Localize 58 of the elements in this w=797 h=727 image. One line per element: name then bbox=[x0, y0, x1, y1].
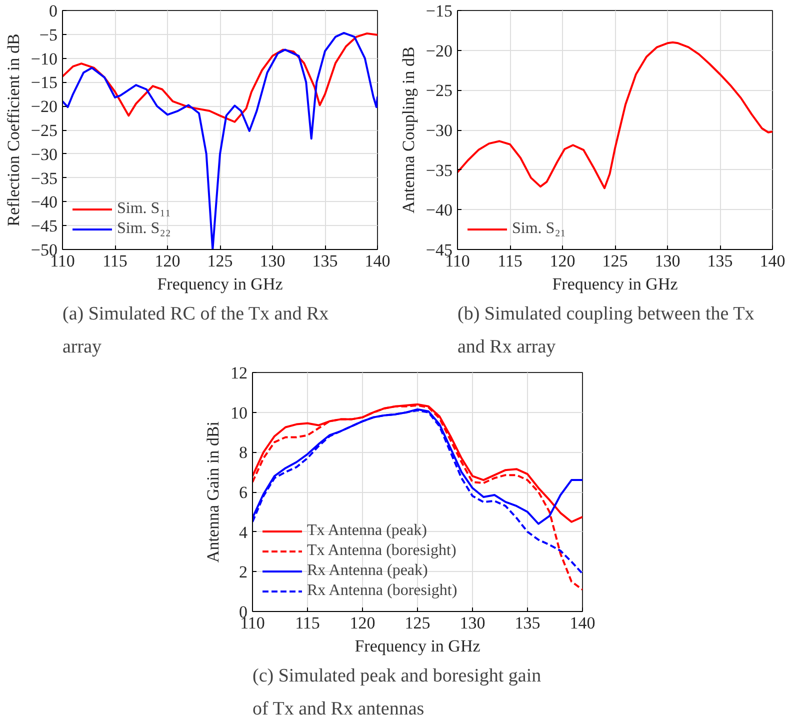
y-tick-label: 0 bbox=[49, 2, 58, 20]
y-tick-label: 8 bbox=[239, 443, 248, 462]
legend-label: Tx Antenna (peak) bbox=[307, 522, 427, 540]
line-series bbox=[62, 32, 378, 123]
x-tick-label: 125 bbox=[207, 252, 233, 270]
y-tick-label: −15 bbox=[426, 2, 453, 20]
line-series bbox=[458, 41, 772, 190]
x-tick-label: 120 bbox=[350, 614, 376, 632]
legend-label: Sim. S₁₁ bbox=[117, 200, 171, 218]
y-tick-label: −10 bbox=[30, 49, 58, 68]
x-tick-label: 130 bbox=[460, 614, 486, 632]
x-tick-label: 135 bbox=[514, 614, 540, 632]
x-tick-label: 140 bbox=[760, 252, 786, 270]
y-axis-title: Antenna Gain in dBi bbox=[204, 421, 222, 563]
x-tick-label: 125 bbox=[602, 252, 628, 270]
y-tick-label: −35 bbox=[30, 168, 58, 188]
y-tick-label: −20 bbox=[426, 41, 453, 60]
legend-label: Rx Antenna (peak) bbox=[307, 562, 428, 580]
y-tick-label: −20 bbox=[30, 97, 58, 116]
x-tick-label: 135 bbox=[707, 252, 733, 270]
y-axis-title: Antenna Coupling in dB bbox=[398, 46, 418, 214]
x-tick-label: 125 bbox=[404, 614, 430, 632]
x-tick-label: 135 bbox=[312, 252, 338, 270]
x-tick-label: 115 bbox=[295, 614, 320, 632]
text: (c) Simulated peak and boresight gain of Tx and Rx antennas bbox=[252, 666, 542, 720]
y-tick-label: −40 bbox=[30, 192, 58, 212]
x-tick-label: 115 bbox=[102, 252, 128, 270]
x-tick-label: 130 bbox=[260, 252, 286, 270]
x-tick-label: 115 bbox=[498, 252, 522, 270]
legend-label: Sim. S₂₂ bbox=[117, 220, 171, 238]
y-tick-label: −5 bbox=[39, 25, 58, 44]
y-tick-label: 4 bbox=[239, 522, 248, 542]
x-tick-label: 120 bbox=[154, 252, 180, 270]
x-tick-label: 120 bbox=[550, 252, 576, 270]
y-tick-label: −30 bbox=[30, 144, 58, 164]
y-tick-label: 6 bbox=[239, 483, 248, 502]
text: (b) Simulated coupling between the Tx and Rx array bbox=[458, 304, 755, 358]
y-tick-label: −45 bbox=[30, 216, 58, 236]
x-axis-title: Frequency in GHz bbox=[354, 636, 481, 656]
x-tick-label: 140 bbox=[570, 614, 596, 632]
y-tick-label: −15 bbox=[30, 73, 58, 92]
x-axis-title: Frequency in GHz bbox=[552, 274, 678, 294]
y-tick-label: −35 bbox=[426, 160, 453, 180]
x-tick-label: 130 bbox=[654, 252, 680, 270]
y-tick-label: 10 bbox=[230, 403, 248, 422]
y-tick-label: 12 bbox=[230, 364, 248, 382]
legend-label: Rx Antenna (boresight) bbox=[307, 582, 458, 600]
text: (a) Simulated RC of the Tx and Rx array bbox=[62, 304, 330, 358]
legend-label: Sim. S₂₁ bbox=[512, 220, 566, 238]
legend-label: Tx Antenna (boresight) bbox=[307, 542, 456, 560]
y-tick-label: −25 bbox=[426, 81, 453, 100]
y-axis-title: Reflection Coefficient in dB bbox=[4, 34, 23, 226]
x-axis-title: Frequency in GHz bbox=[157, 274, 284, 294]
y-tick-label: −30 bbox=[426, 121, 453, 140]
y-tick-label: −40 bbox=[426, 200, 453, 220]
y-tick-label: −25 bbox=[30, 121, 58, 140]
x-tick-label: 140 bbox=[364, 252, 390, 270]
y-tick-label: 2 bbox=[239, 562, 248, 582]
